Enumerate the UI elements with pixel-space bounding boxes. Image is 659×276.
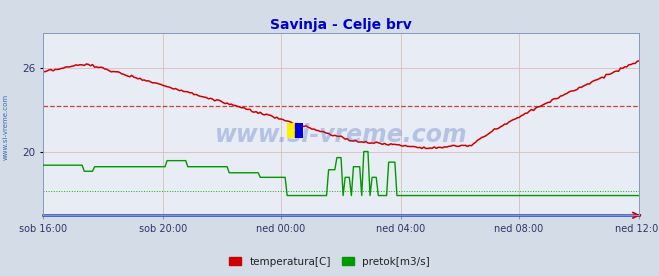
Text: www.si-vreme.com: www.si-vreme.com [3, 94, 9, 160]
Polygon shape [295, 131, 303, 138]
Title: Savinja - Celje brv: Savinja - Celje brv [270, 18, 412, 32]
Text: www.si-vreme.com: www.si-vreme.com [215, 123, 467, 147]
Bar [287, 123, 295, 131]
Bar [295, 123, 303, 131]
Polygon shape [287, 131, 295, 138]
Legend: temperatura[C], pretok[m3/s]: temperatura[C], pretok[m3/s] [225, 253, 434, 271]
